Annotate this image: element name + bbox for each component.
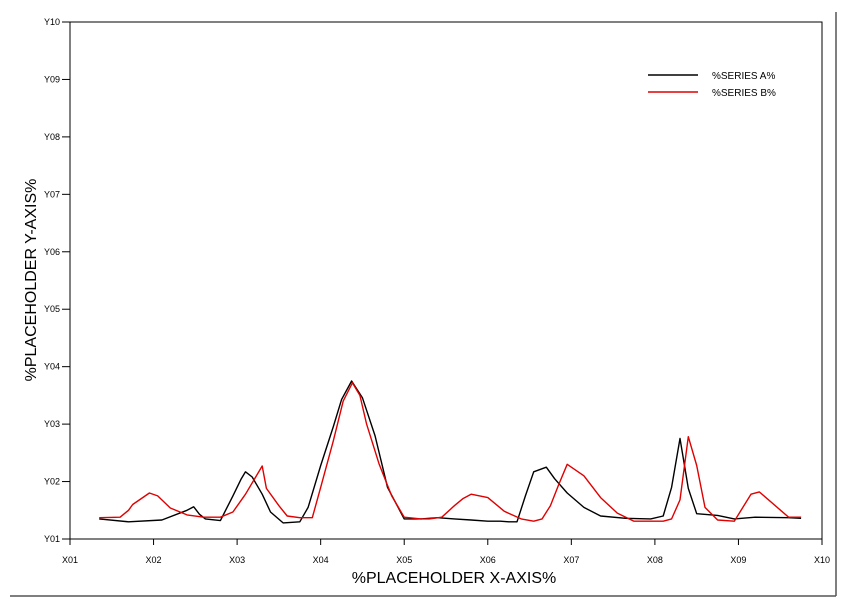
x-tick-label: X03 [229,555,245,565]
legend: %SERIES A% %SERIES B% [648,71,776,99]
series-layer [99,380,802,524]
x-tick-label: X10 [814,555,830,565]
legend-label: %SERIES B% [712,88,776,99]
y-tick-label: Y03 [44,419,60,429]
y-tick-label: Y08 [44,132,60,142]
x-tick-label: X05 [396,555,412,565]
y-tick-label: Y05 [44,304,60,314]
x-tick-label: X04 [313,555,329,565]
x-axis-label: %PLACEHOLDER X-AXIS% [352,570,557,587]
plot-area [69,21,823,540]
y-axis-ticks: Y01 Y02 Y03 Y04 Y05 Y06 Y07 Y08 Y09 Y10 [44,17,70,544]
y-tick-label: Y04 [44,362,60,372]
y-tick-label: Y01 [44,534,60,544]
y-tick-label: Y07 [44,189,60,199]
x-tick-label: X07 [563,555,579,565]
x-tick-label: X09 [730,555,746,565]
x-tick-label: X06 [480,555,496,565]
y-tick-label: Y10 [44,17,60,27]
series-line-b [99,382,802,522]
y-tick-label: Y06 [44,247,60,257]
x-tick-label: X02 [146,555,162,565]
x-tick-label: X01 [62,555,78,565]
y-tick-label: Y02 [44,477,60,487]
x-axis-ticks: X01 X02 X03 X04 X05 X06 X07 X08 X09 X10 [62,539,830,565]
y-axis-label: %PLACEHOLDER Y-AXIS% [23,179,40,382]
x-tick-label: X08 [647,555,663,565]
legend-label: %SERIES A% [712,71,775,82]
y-tick-label: Y09 [44,74,60,84]
